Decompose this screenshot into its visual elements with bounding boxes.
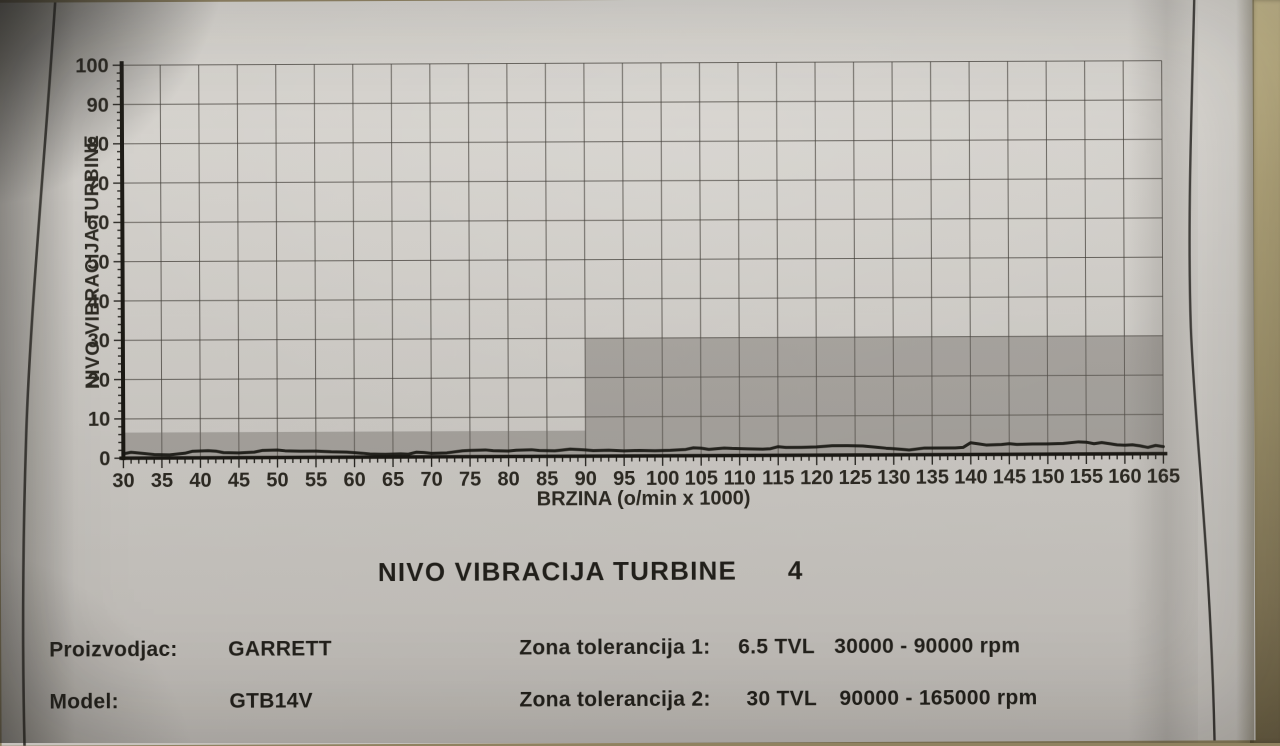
zone2-tvl: 30 TVL	[746, 687, 817, 711]
model-value: GTB14V	[229, 689, 313, 713]
zone2-range: 90000 - 165000 rpm	[839, 686, 1037, 711]
zone1-tvl: 6.5 TVL	[738, 635, 815, 659]
manufacturer-value: GARRETT	[228, 637, 332, 661]
zone1-label: Zona tolerancija 1:	[519, 636, 710, 661]
manufacturer-label: Proizvodjac:	[49, 638, 178, 663]
zone2-label: Zona tolerancija 2:	[519, 688, 710, 713]
model-label: Model:	[49, 690, 119, 714]
zone1-range: 30000 - 90000 rpm	[834, 634, 1020, 659]
